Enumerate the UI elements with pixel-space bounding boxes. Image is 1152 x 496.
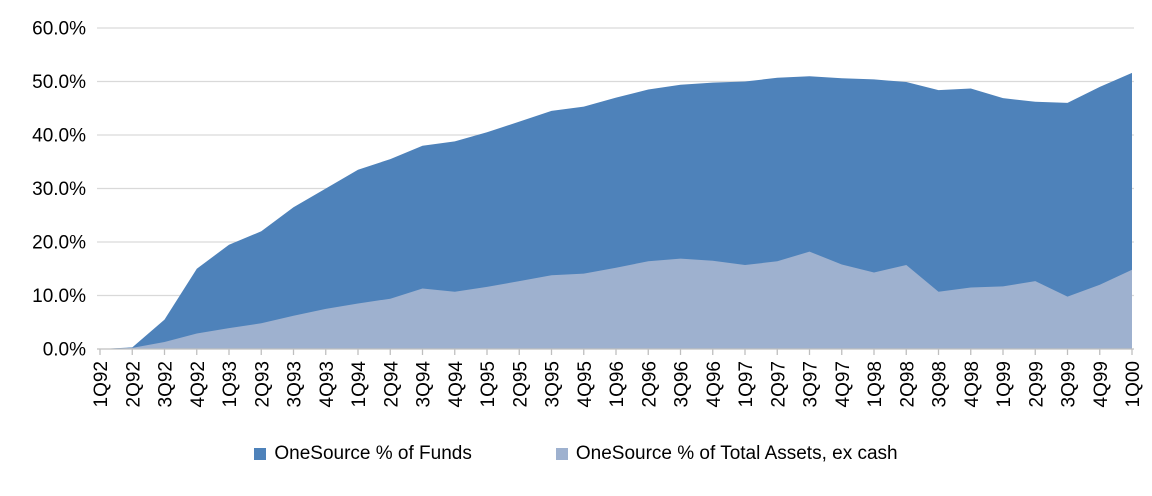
x-axis-label: 2Q98 [897,361,918,407]
x-axis-label: 2Q92 [123,361,144,407]
y-axis-label: 10.0% [32,286,86,307]
x-axis-label: 1Q95 [478,361,499,407]
x-axis-label: 1Q00 [1123,361,1144,407]
y-axis-label: 0.0% [43,340,86,361]
legend-swatch-assets [555,448,568,460]
x-axis-label: 1Q94 [349,361,370,408]
x-axis-label: 1Q92 [91,361,112,407]
x-axis-label: 2Q95 [510,361,531,407]
x-axis-label: 3Q98 [930,361,951,407]
y-axis-label: 40.0% [32,126,86,147]
x-axis-label: 4Q94 [446,361,467,408]
x-axis-label: 1Q93 [220,361,241,407]
legend-label-assets: OneSource % of Total Assets, ex cash [575,443,898,464]
x-axis-label: 2Q99 [1026,361,1047,407]
legend-item-assets: OneSource % of Total Assets, ex cash [555,443,898,465]
x-axis-label: 1Q98 [865,361,886,407]
chart-legend: OneSource % of Funds OneSource % of Tota… [0,438,1152,470]
y-axis-label: 50.0% [32,72,86,93]
x-axis-label: 3Q95 [543,361,564,407]
x-axis-label: 1Q99 [994,361,1015,407]
x-axis-label: 4Q93 [317,361,338,407]
x-axis-label: 1Q96 [607,361,628,407]
x-axis-label: 3Q96 [672,361,693,407]
y-axis-label: 20.0% [32,233,86,254]
x-axis-label: 4Q98 [962,361,983,407]
x-axis-label: 2Q97 [768,361,789,407]
legend-label-funds: OneSource % of Funds [274,443,472,464]
x-axis-label: 3Q92 [156,361,177,407]
x-axis-label: 2Q96 [639,361,660,407]
y-axis-label: 30.0% [32,179,86,200]
x-axis-label: 2Q94 [381,361,402,408]
legend-swatch-funds [254,448,267,460]
area-chart-plot: 0.0% 10.0% 20.0% 30.0% 40.0% 50.0% 60.0% 1Q92 2Q… [32,19,1144,408]
x-axis-label: 4Q99 [1091,361,1112,407]
y-axis-label: 60.0% [32,19,86,40]
x-axis-label: 1Q97 [736,361,757,407]
x-axis-label: 3Q94 [414,361,435,408]
x-axis-label: 2Q93 [252,361,273,407]
x-axis-label: 3Q97 [801,361,822,407]
x-axis-label: 4Q97 [833,361,854,407]
x-axis-label: 4Q92 [188,361,209,407]
x-axis-label: 3Q93 [285,361,306,407]
x-axis-label: 4Q96 [704,361,725,407]
legend-item-funds: OneSource % of Funds [254,443,472,465]
x-axis-label: 4Q95 [575,361,596,407]
x-axis-label: 3Q99 [1059,361,1080,407]
assets-area [100,251,1132,349]
